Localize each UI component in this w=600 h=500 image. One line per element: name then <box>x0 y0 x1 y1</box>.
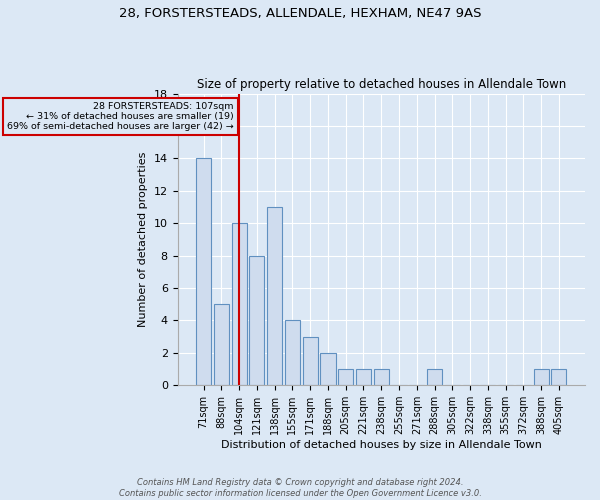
Bar <box>551 369 566 385</box>
Bar <box>267 207 282 385</box>
Bar <box>250 256 265 385</box>
Bar <box>533 369 549 385</box>
Title: Size of property relative to detached houses in Allendale Town: Size of property relative to detached ho… <box>197 78 566 91</box>
Bar <box>320 353 335 385</box>
Text: Contains HM Land Registry data © Crown copyright and database right 2024.
Contai: Contains HM Land Registry data © Crown c… <box>119 478 481 498</box>
Text: 28, FORSTERSTEADS, ALLENDALE, HEXHAM, NE47 9AS: 28, FORSTERSTEADS, ALLENDALE, HEXHAM, NE… <box>119 8 481 20</box>
Bar <box>232 223 247 385</box>
Bar <box>285 320 300 385</box>
Text: 28 FORSTERSTEADS: 107sqm
← 31% of detached houses are smaller (19)
69% of semi-d: 28 FORSTERSTEADS: 107sqm ← 31% of detach… <box>7 102 234 132</box>
Bar <box>302 336 318 385</box>
Bar <box>196 158 211 385</box>
Bar <box>338 369 353 385</box>
Bar <box>214 304 229 385</box>
Bar <box>374 369 389 385</box>
X-axis label: Distribution of detached houses by size in Allendale Town: Distribution of detached houses by size … <box>221 440 542 450</box>
Bar <box>427 369 442 385</box>
Bar <box>356 369 371 385</box>
Y-axis label: Number of detached properties: Number of detached properties <box>138 152 148 327</box>
